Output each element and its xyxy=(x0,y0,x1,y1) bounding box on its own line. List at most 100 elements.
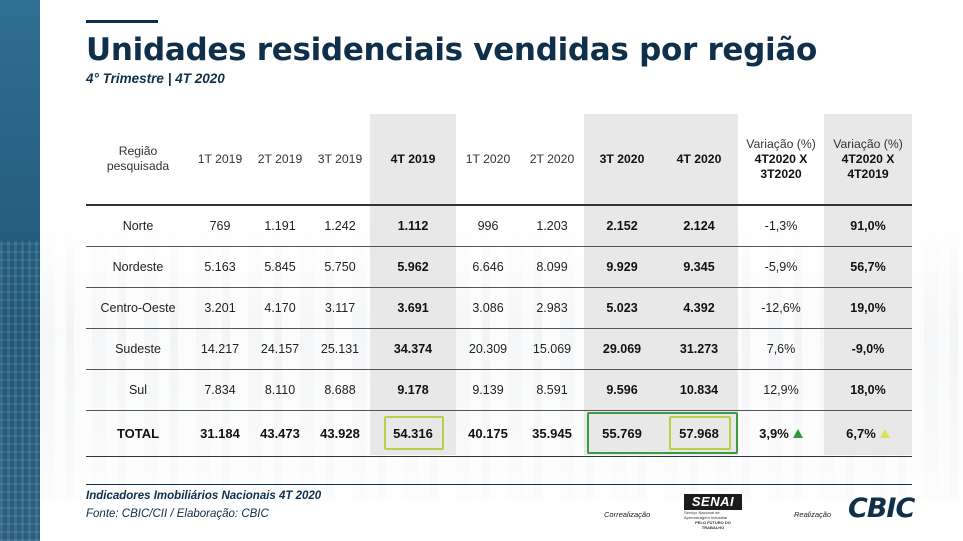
cell-3t2020: 9.596 xyxy=(606,383,638,397)
header-variacao-2: Variação (%) 4T2020 X 4T2019 xyxy=(824,137,912,182)
row-regiao: Norte xyxy=(122,219,154,233)
left-decorative-strip xyxy=(0,0,40,541)
cell-4t2019: 3.691 xyxy=(397,301,429,315)
cell-3t2019: 25.131 xyxy=(320,342,360,356)
header-variacao-1-sub: 4T2020 X 3T2020 xyxy=(754,151,808,181)
cell-variacao-1: 12,9% xyxy=(763,383,799,397)
row-regiao: Sul xyxy=(128,383,148,397)
cell-3t2020: 2.152 xyxy=(606,219,638,233)
cell-4t2020: 10.834 xyxy=(679,383,719,397)
cbic-logo: CBIC xyxy=(848,493,915,524)
cell-1t2019: 14.217 xyxy=(200,342,240,356)
page-title: Unidades residenciais vendidas por regiã… xyxy=(86,32,817,68)
cell-1t2019: 7.834 xyxy=(204,383,236,397)
correalizacao-label: Correalização xyxy=(604,510,651,519)
total-3t2019: 43.928 xyxy=(320,426,360,441)
cell-3t2019: 5.750 xyxy=(324,260,356,274)
cell-3t2020: 29.069 xyxy=(602,342,642,356)
cell-variacao-1: -1,3% xyxy=(764,219,798,233)
highlight-box-4t2019-total xyxy=(384,416,444,450)
cell-2t2020: 2.983 xyxy=(536,301,568,315)
header-regiao: Região pesquisada xyxy=(106,144,170,173)
cell-1t2019: 769 xyxy=(209,219,231,233)
row-regiao: Centro-Oeste xyxy=(100,301,176,315)
highlight-box-2020-total xyxy=(587,412,738,454)
header-variacao-1-label: Variação (%) xyxy=(746,136,816,151)
header-variacao-2-label: Variação (%) xyxy=(833,136,903,151)
header-2t2019: 2T 2019 xyxy=(257,151,303,166)
table-header: Região pesquisada 1T 2019 2T 2019 3T 201… xyxy=(86,114,912,206)
total-variacao-1: 3,9% xyxy=(738,426,824,441)
total-variacao-2-value: 6,7% xyxy=(846,426,876,441)
header-4t2020: 4T 2020 xyxy=(676,151,722,166)
total-3t2020: 55.769 xyxy=(602,426,642,441)
cell-3t2020: 5.023 xyxy=(606,301,638,315)
total-1t2019: 31.184 xyxy=(200,426,240,441)
table-row: Sudeste 14.217 24.157 25.131 34.374 20.309 15.… xyxy=(86,329,912,370)
footer-rule xyxy=(86,484,912,485)
total-4t2020: 57.968 xyxy=(679,426,719,441)
cell-1t2020: 9.139 xyxy=(472,383,504,397)
cell-4t2020: 31.273 xyxy=(679,342,719,356)
cell-4t2019: 9.178 xyxy=(397,383,429,397)
cell-4t2020: 4.392 xyxy=(683,301,715,315)
highlight-4t2020 xyxy=(660,114,738,455)
cell-3t2019: 3.117 xyxy=(324,301,356,315)
total-variacao-1-value: 3,9% xyxy=(759,426,789,441)
triangle-up-icon xyxy=(792,429,803,438)
cell-4t2019: 1.112 xyxy=(397,219,429,233)
table-row: Nordeste 5.163 5.845 5.750 5.962 6.646 8.099 9.… xyxy=(86,247,912,288)
cell-2t2019: 5.845 xyxy=(264,260,296,274)
cell-2t2019: 24.157 xyxy=(260,342,300,356)
triangle-up-icon xyxy=(879,429,890,438)
table-body: Norte 769 1.191 1.242 1.112 996 1.203 2.152 2.12… xyxy=(86,206,912,411)
cell-2t2019: 8.110 xyxy=(264,383,296,397)
cell-variacao-1: 7,6% xyxy=(766,342,796,356)
senai-logo: SENAI Serviço Nacional de Aprendizagem I… xyxy=(684,494,742,530)
highlight-4t2019 xyxy=(370,114,456,455)
cell-variacao-1: -5,9% xyxy=(764,260,798,274)
total-2t2020: 35.945 xyxy=(532,426,572,441)
table-total-row: TOTAL 31.184 43.473 43.928 54.316 40.175… xyxy=(86,411,912,457)
cell-2t2020: 8.591 xyxy=(536,383,568,397)
highlight-box-4t2020-total xyxy=(669,416,731,450)
cell-4t2020: 2.124 xyxy=(683,219,715,233)
cell-1t2020: 3.086 xyxy=(472,301,504,315)
table-row: Centro-Oeste 3.201 4.170 3.117 3.691 3.086 2.9… xyxy=(86,288,912,329)
highlight-var2 xyxy=(824,114,912,455)
cell-variacao-2: 18,0% xyxy=(850,383,886,397)
cell-1t2020: 6.646 xyxy=(472,260,504,274)
cell-variacao-2: -9,0% xyxy=(851,342,885,356)
title-rule xyxy=(86,20,158,23)
cell-2t2019: 4.170 xyxy=(264,301,296,315)
senai-wordmark: SENAI xyxy=(684,494,742,510)
cell-1t2020: 20.309 xyxy=(468,342,508,356)
total-variacao-2: 6,7% xyxy=(824,426,912,441)
header-variacao-1: Variação (%) 4T2020 X 3T2020 xyxy=(738,137,824,182)
footer-source: Fonte: CBIC/CII / Elaboração: CBIC xyxy=(86,508,269,520)
cell-3t2019: 1.242 xyxy=(324,219,356,233)
page-subtitle: 4° Trimestre | 4T 2020 xyxy=(86,71,225,86)
cell-variacao-1: -12,6% xyxy=(761,301,801,315)
row-regiao: Sudeste xyxy=(115,342,161,356)
cell-4t2020: 9.345 xyxy=(683,260,715,274)
cell-2t2020: 8.099 xyxy=(536,260,568,274)
sales-table: Região pesquisada 1T 2019 2T 2019 3T 201… xyxy=(86,114,912,457)
table-row: Norte 769 1.191 1.242 1.112 996 1.203 2.152 2.12… xyxy=(86,206,912,247)
total-2t2019: 43.473 xyxy=(260,426,300,441)
header-2t2020: 2T 2020 xyxy=(529,151,575,166)
cell-2t2020: 1.203 xyxy=(536,219,568,233)
cell-1t2020: 996 xyxy=(477,219,499,233)
cell-3t2020: 9.929 xyxy=(606,260,638,274)
highlight-3t2020 xyxy=(584,114,660,455)
header-1t2019: 1T 2019 xyxy=(197,151,243,166)
table-row: Sul 7.834 8.110 8.688 9.178 9.139 8.591 9.596 10… xyxy=(86,370,912,411)
cell-variacao-2: 19,0% xyxy=(850,301,886,315)
header-variacao-2-sub: 4T2020 X 4T2019 xyxy=(841,151,895,181)
total-label: TOTAL xyxy=(116,426,160,441)
cell-1t2019: 3.201 xyxy=(204,301,236,315)
senai-tagline: Serviço Nacional de Aprendizagem Industr… xyxy=(684,510,728,520)
cell-4t2019: 34.374 xyxy=(393,342,433,356)
cell-2t2019: 1.191 xyxy=(264,219,296,233)
total-1t2020: 40.175 xyxy=(468,426,508,441)
